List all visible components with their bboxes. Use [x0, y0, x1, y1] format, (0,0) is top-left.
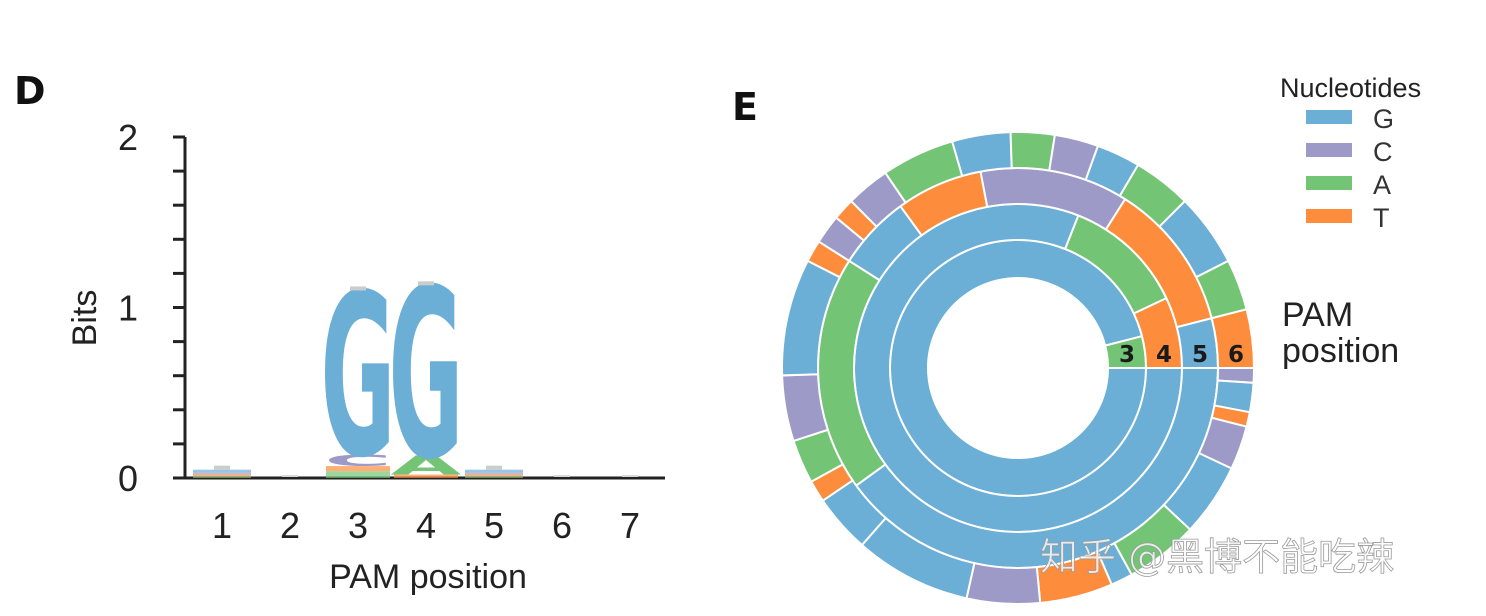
x-tick-label: 7	[620, 505, 640, 546]
x-tick-label: 4	[416, 505, 436, 546]
legend-label: C	[1373, 137, 1393, 167]
ring-label-5: 5	[1192, 342, 1208, 368]
logo-letter-c	[193, 472, 251, 475]
x-axis-title: PAM position	[329, 558, 527, 596]
logo-letter-g: G	[320, 247, 395, 508]
y-tick-label: 1	[118, 288, 138, 329]
logo-error-bar	[282, 475, 298, 477]
legend-swatch	[1306, 110, 1352, 124]
sunburst-segment-a	[1009, 131, 1057, 172]
legend-swatch	[1306, 209, 1352, 223]
x-tick-label: 6	[552, 505, 572, 546]
watermark: 知乎 @黑博不能吃辣	[1040, 535, 1394, 579]
logo-letter-a: A	[391, 451, 462, 481]
panel-letter-d: D	[14, 69, 46, 113]
svg-text:G: G	[388, 239, 463, 512]
logo-letter-a	[326, 471, 390, 478]
logo-error-bar	[418, 281, 434, 286]
x-tick-label: 1	[212, 505, 232, 546]
legend-label: T	[1373, 203, 1390, 233]
logo-error-bar	[554, 475, 570, 477]
logo-letter-t	[465, 474, 523, 477]
logo-error-bar	[486, 465, 502, 470]
sunburst-segment-g	[950, 131, 1013, 178]
sunburst-segment-g	[1213, 379, 1255, 414]
legend-item-a: A	[1306, 170, 1391, 200]
logo-axes: 0 1 2 1 2 3 4 5 6 7	[118, 117, 665, 546]
pam-position-label-line1: PAM	[1282, 296, 1353, 334]
sunburst-rings	[781, 131, 1256, 605]
logo-letter-c	[465, 472, 523, 475]
legend-label: A	[1373, 170, 1391, 200]
sunburst-segment-c	[965, 561, 1042, 605]
legend-item-g: G	[1306, 104, 1394, 134]
ring-label-4: 4	[1156, 342, 1172, 368]
ring-label-3: 3	[1119, 342, 1135, 368]
logo-letter-g	[465, 469, 523, 473]
legend-item-t: T	[1306, 203, 1390, 233]
logo-letter-a	[465, 476, 523, 478]
x-tick-label: 3	[348, 505, 368, 546]
legend-title: Nucleotides	[1280, 73, 1421, 103]
svg-text:C: C	[324, 451, 391, 470]
ring-position-6	[781, 131, 1256, 605]
x-tick-label: 2	[280, 505, 300, 546]
logo-error-bar	[214, 465, 230, 470]
logo-letter-t	[326, 466, 390, 472]
logo-letter-g: G	[388, 239, 463, 512]
logo-letter-t	[394, 474, 458, 478]
y-tick-label: 2	[118, 117, 138, 158]
pam-position-label-line2: position	[1282, 332, 1399, 370]
svg-text:G: G	[320, 247, 395, 508]
logo-error-bar	[622, 475, 638, 477]
legend-swatch	[1306, 143, 1352, 157]
y-tick-label: 0	[118, 458, 138, 499]
logo-letter-a	[193, 476, 251, 478]
x-tick-label: 5	[484, 505, 504, 546]
logo-letter-c: C	[324, 451, 391, 470]
logo-error-bar	[350, 286, 366, 291]
logo-letter-t	[193, 474, 251, 477]
legend-swatch	[1306, 176, 1352, 190]
svg-text:A: A	[391, 451, 462, 481]
panel-letter-e: E	[732, 85, 758, 129]
ring-position-3	[889, 238, 1148, 497]
legend-item-c: C	[1306, 137, 1393, 167]
ring-label-6: 6	[1228, 342, 1244, 368]
legend-label: G	[1373, 104, 1394, 134]
logo-letter-g	[193, 469, 251, 473]
y-axis-title: Bits	[66, 290, 104, 347]
